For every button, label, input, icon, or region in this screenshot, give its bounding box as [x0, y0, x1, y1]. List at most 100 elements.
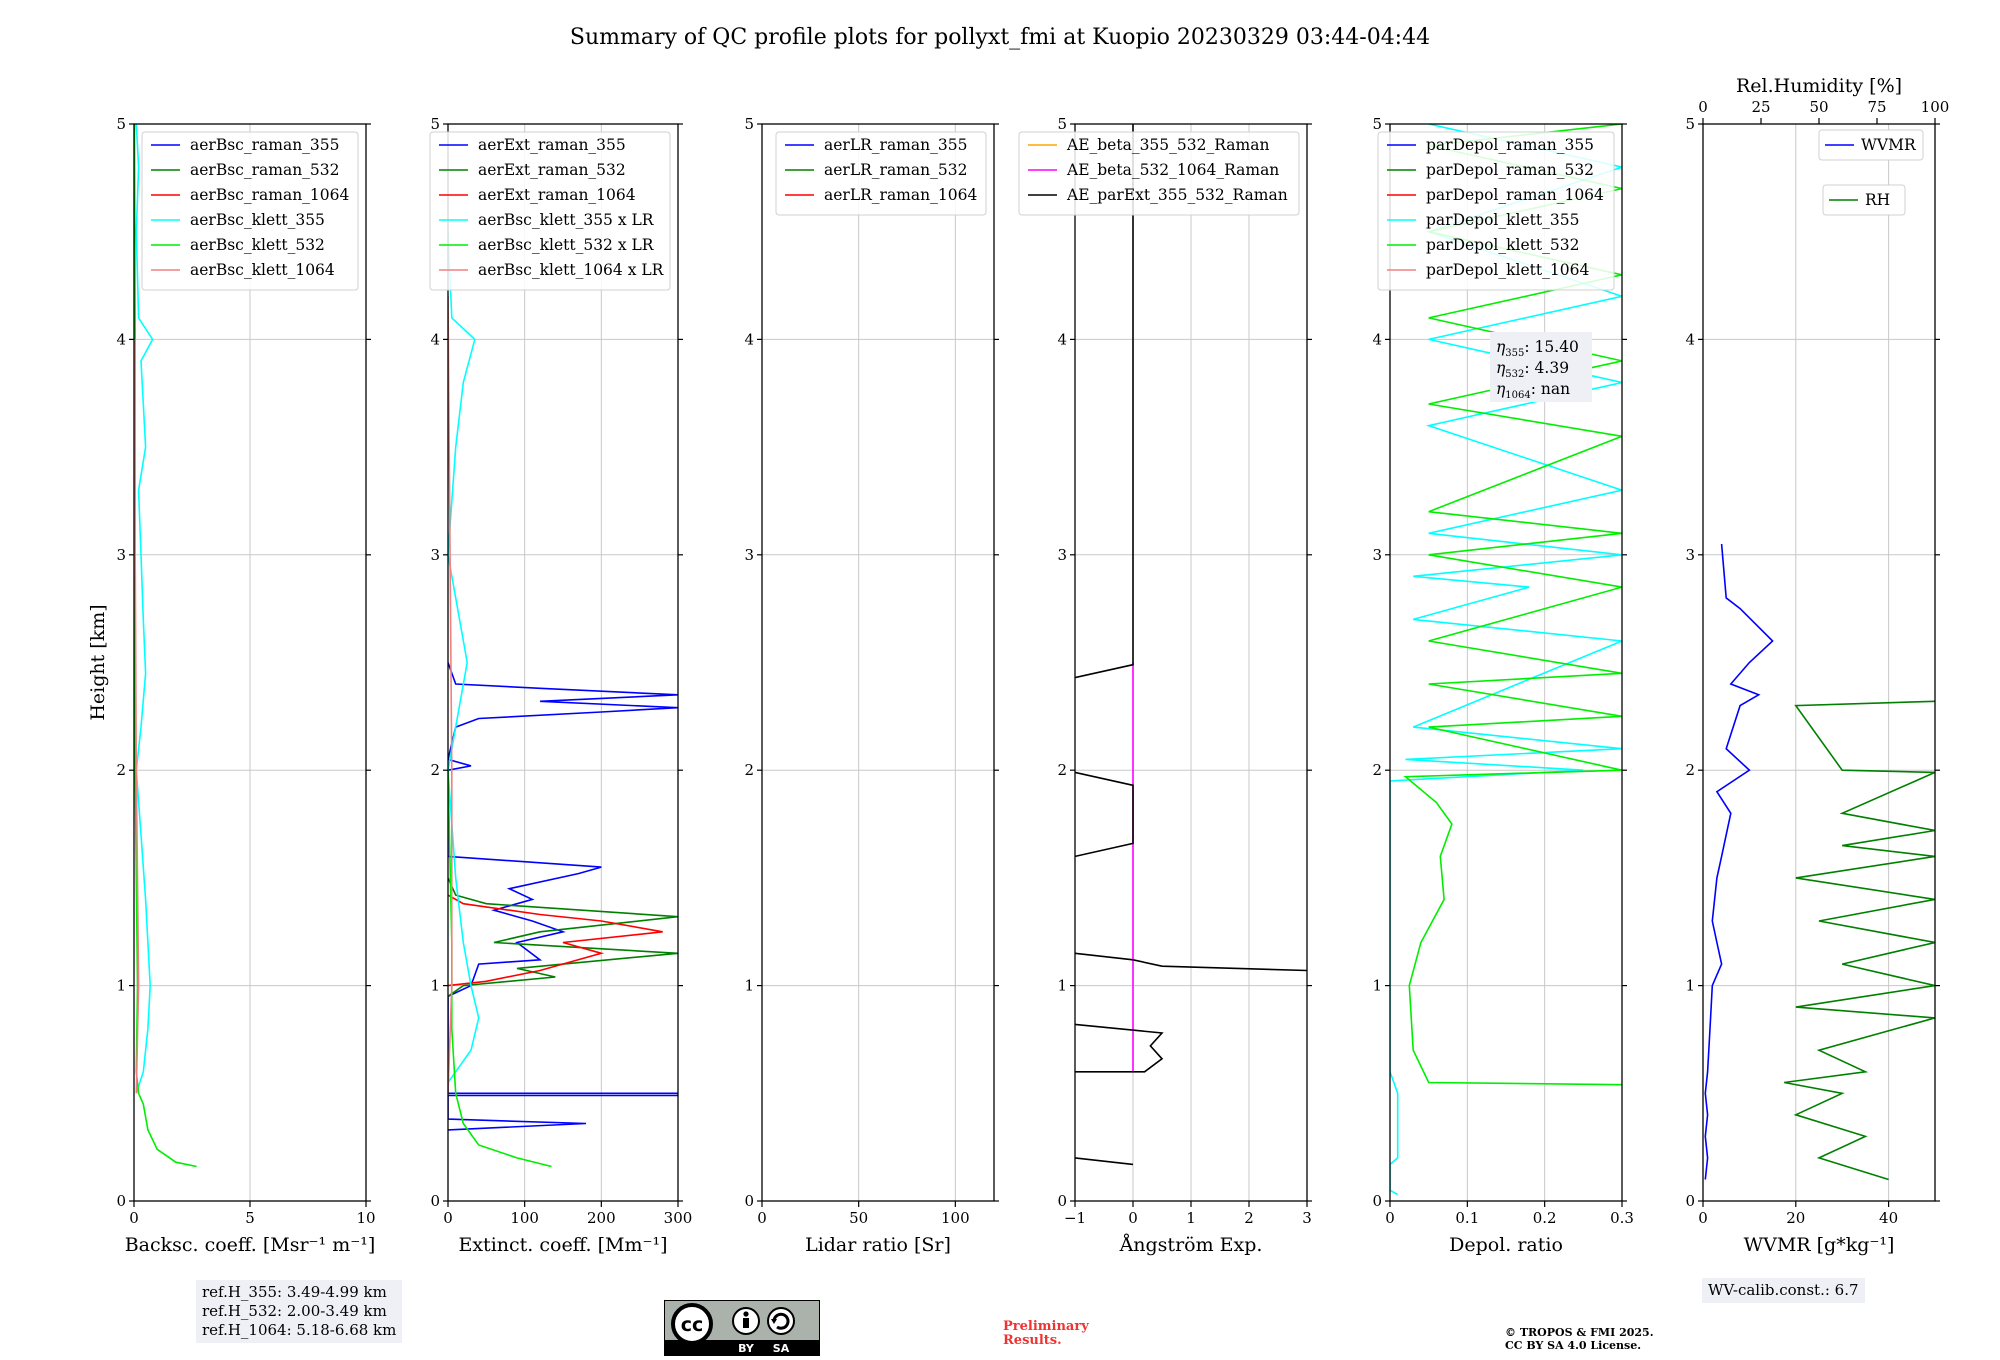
y-tick-label: 4	[1057, 330, 1067, 348]
preliminary-line-1: Preliminary	[1003, 1319, 1089, 1334]
x-tick-label: 0.2	[1533, 1209, 1557, 1227]
series-line-WVMR	[1704, 543, 1774, 1180]
y-tick-label: 4	[116, 330, 126, 348]
y-tick-label: 1	[1372, 977, 1382, 995]
ref-height-532: ref.H_532: 2.00-3.49 km	[202, 1302, 387, 1320]
legend-box	[1818, 129, 1924, 161]
x-tick-label: 0.1	[1455, 1209, 1479, 1227]
y-tick-label: 4	[744, 330, 754, 348]
y-tick-label: 5	[116, 115, 126, 133]
copyright-line-1: © TROPOS & FMI 2025.	[1505, 1326, 1654, 1339]
series-group	[1390, 124, 1622, 1196]
legend: aerBsc_raman_355 aerBsc_raman_532 aerBsc_r…	[141, 131, 359, 291]
svg-text:cc: cc	[681, 1314, 704, 1336]
legend-entry: aerBsc_klett_532 x LR	[478, 236, 655, 254]
legend-entry: aerBsc_klett_355 x LR	[478, 211, 655, 229]
legend-entry: RH	[1865, 191, 1890, 209]
y-tick-label: 5	[1685, 115, 1695, 133]
series-line-AE_parExt_355_532_Raman	[1075, 771, 1134, 858]
series-line-RH	[1784, 700, 1935, 1181]
y-tick-label: 2	[116, 761, 126, 779]
x-axis-label: Lidar ratio [Sr]	[805, 1234, 951, 1256]
axes-frame	[447, 123, 679, 1202]
x-tick-label: 0	[1128, 1209, 1138, 1227]
y-tick-label: 5	[744, 115, 754, 133]
y-tick-label: 0	[1685, 1192, 1695, 1210]
x-tick-label: 100	[510, 1209, 539, 1227]
x-axis-label: WVMR [g*kg⁻¹]	[1744, 1234, 1895, 1256]
legend-entry: AE_beta_532_1064_Raman	[1066, 161, 1279, 179]
x-tick-label: 0	[1385, 1209, 1395, 1227]
y-tick-label: 0	[744, 1192, 754, 1210]
preliminary-line-2: Results.	[1003, 1333, 1062, 1348]
cc-by-sa-license-icon: cc BY SA	[664, 1300, 820, 1356]
copyright-line-2: CC BY SA 4.0 License.	[1505, 1339, 1642, 1352]
annotation-eta1064: η1064: nan	[1496, 380, 1570, 401]
x-tick-label: 2	[1244, 1209, 1254, 1227]
x-tick-label: 0	[1698, 1209, 1708, 1227]
x-tick-label: 3	[1302, 1209, 1312, 1227]
y-tick-label: 1	[430, 977, 440, 995]
y-tick-label: 0	[1372, 1192, 1382, 1210]
series-line-AE_parExt_355_532_Raman	[1075, 124, 1134, 679]
series-group	[1704, 543, 1935, 1181]
series-line-aerBsc_klett_355 x LR	[448, 231, 480, 1083]
y-tick-label: 0	[116, 1192, 126, 1210]
series-line-AE_parExt_355_532_Raman	[1075, 952, 1307, 972]
x-tick-label: 0	[757, 1209, 767, 1227]
y-tick-label: 3	[744, 546, 754, 564]
y-tick-label: 5	[430, 115, 440, 133]
legend-entry: AE_parExt_355_532_Raman	[1066, 186, 1288, 204]
annotation-box	[1490, 332, 1592, 402]
legend-entry: aerBsc_raman_355	[190, 136, 340, 154]
top-x-tick-label: 75	[1867, 98, 1886, 116]
legend-entry: parDepol_raman_532	[1426, 161, 1594, 179]
y-tick-label: 2	[1685, 761, 1695, 779]
y-axis-label: Height [km]	[87, 604, 109, 720]
annotation-eta355: η355: 15.40	[1496, 338, 1579, 359]
legend-box	[429, 131, 671, 291]
legend-box	[1822, 184, 1906, 216]
series-line-aerExt_raman_532	[448, 877, 678, 998]
preliminary-note: Preliminary Results.	[1003, 1320, 1089, 1348]
x-tick-label: 20	[1786, 1209, 1805, 1227]
legend-entry: parDepol_raman_1064	[1426, 186, 1604, 204]
series-line-AE_parExt_355_532_Raman	[1075, 1157, 1134, 1166]
y-tick-label: 1	[1057, 977, 1067, 995]
y-tick-label: 1	[1685, 977, 1695, 995]
x-tick-label: 0.3	[1610, 1209, 1634, 1227]
top-x-axis-label: Rel.Humidity [%]	[1736, 75, 1902, 97]
x-axis-label: Extinct. coeff. [Mm⁻¹]	[458, 1234, 667, 1256]
top-x-tick-label: 25	[1751, 98, 1770, 116]
series-line-parDepol_klett_355	[1390, 124, 1622, 1196]
legend-box	[1018, 131, 1300, 216]
x-tick-label: 300	[664, 1209, 693, 1227]
legend-entry: aerLR_raman_355	[824, 136, 967, 154]
legend-entry: parDepol_raman_355	[1426, 136, 1594, 154]
panel-depol: 0 0.1 0.2 0.3 0 1 2 3 4 5 Depol. ratio parDepol_ram…	[1372, 115, 1633, 1256]
license-by: BY	[738, 1342, 755, 1355]
annotation-eta532: η532: 4.39	[1496, 359, 1569, 380]
series-group	[134, 124, 197, 1168]
legend-entry: aerLR_raman_532	[824, 161, 967, 179]
legend-entry: parDepol_klett_355	[1426, 211, 1579, 229]
x-axis-label: Depol. ratio	[1449, 1234, 1563, 1256]
y-tick-label: 4	[430, 330, 440, 348]
x-axis-label: Ångström Exp.	[1119, 1234, 1263, 1256]
y-tick-label: 0	[1057, 1192, 1067, 1210]
ref-height-1064: ref.H_1064: 5.18-6.68 km	[202, 1321, 397, 1339]
y-tick-label: 1	[744, 977, 754, 995]
figure-title: Summary of QC profile plots for pollyxt_…	[570, 25, 1430, 50]
series-line-aerExt_raman_355	[448, 662, 678, 1131]
legend: parDepol_raman_355 parDepol_raman_532 parD…	[1377, 131, 1615, 291]
panel-wv: 0 20 40 0 1 2 3 4 5 WVMR [g*kg⁻¹] WVMR RH 0 25 50 75 100…	[1685, 75, 1949, 1256]
x-axis-label: Backsc. coeff. [Msr⁻¹ m⁻¹]	[125, 1234, 376, 1256]
top-x-tick-label: 0	[1698, 98, 1708, 116]
legend-wvmr: WVMR	[1818, 129, 1924, 161]
y-tick-label: 3	[1685, 546, 1695, 564]
y-tick-label: 2	[1057, 761, 1067, 779]
legend: aerLR_raman_355 aerLR_raman_532 aerLR_rama…	[775, 131, 987, 216]
